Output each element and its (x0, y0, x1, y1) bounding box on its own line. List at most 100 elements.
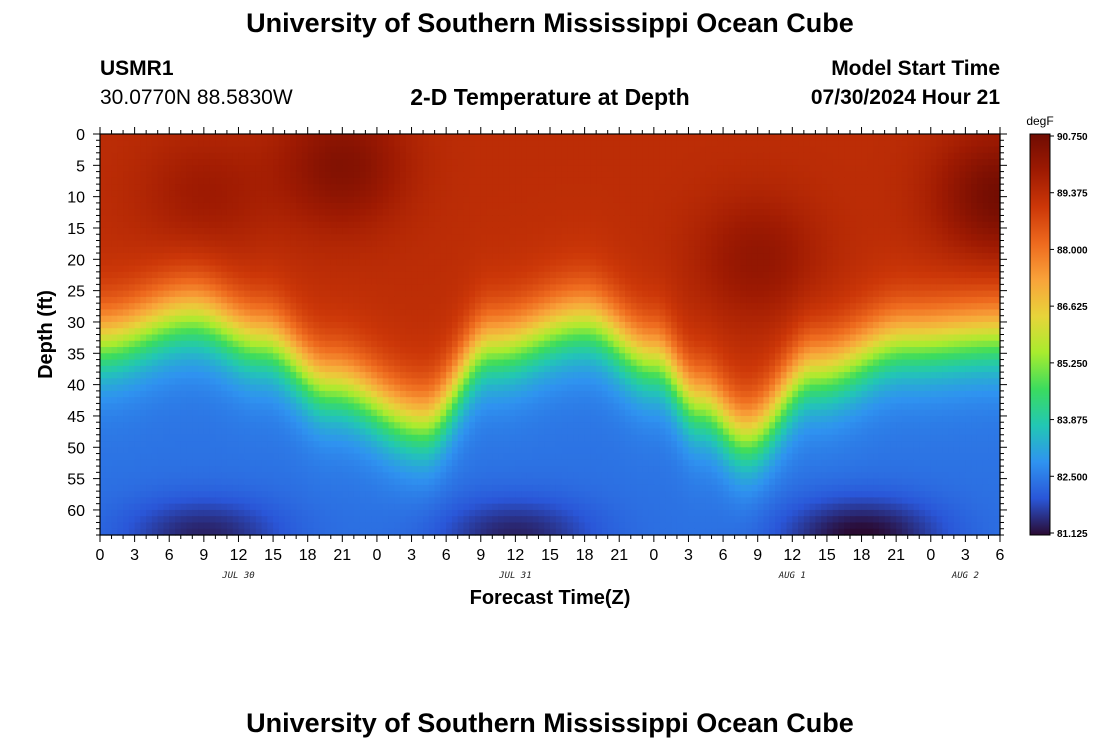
heat-cell (919, 234, 926, 242)
heat-cell (290, 290, 297, 298)
heat-cell (925, 278, 932, 285)
heat-cell (434, 215, 441, 223)
heat-cell (948, 240, 955, 248)
heat-cell (700, 165, 707, 173)
heat-cell (498, 234, 505, 242)
heat-cell (861, 284, 868, 292)
heat-cell (873, 196, 880, 204)
heat-cell (769, 171, 776, 179)
heat-cell (942, 140, 949, 148)
heat-cell (746, 309, 753, 317)
heat-cell (434, 265, 441, 273)
heat-cell (953, 309, 961, 317)
heat-cell (348, 321, 355, 329)
heat-cell (555, 234, 563, 242)
heat-cell (792, 165, 799, 173)
heat-cell (630, 190, 638, 198)
heat-cell (971, 284, 978, 292)
heat-cell (803, 303, 811, 311)
heat-cell (273, 165, 280, 173)
heat-cell (838, 271, 845, 279)
heat-cell (607, 259, 615, 267)
heat-cell (284, 240, 291, 248)
heat-cell (123, 209, 130, 217)
heat-cell (325, 240, 332, 248)
heat-cell (232, 290, 240, 298)
heat-cell (226, 284, 234, 292)
heat-cell (988, 234, 995, 242)
heat-cell (798, 184, 805, 191)
heat-cell (238, 171, 245, 179)
heat-cell (780, 321, 788, 329)
heat-cell (313, 190, 320, 198)
heat-cell (584, 240, 591, 248)
heat-cell (775, 321, 782, 329)
heat-cell (994, 259, 1001, 267)
heat-cell (659, 290, 666, 298)
heat-cell (757, 227, 765, 235)
heat-cell (884, 146, 891, 154)
heat-cell (198, 190, 205, 198)
heat-cell (607, 271, 615, 279)
heat-cell (821, 209, 828, 217)
heat-cell (521, 202, 528, 210)
heat-cell (186, 265, 193, 273)
heat-cell (867, 215, 874, 223)
heat-cell (475, 309, 482, 317)
heat-cell (694, 209, 701, 217)
heat-cell (215, 315, 222, 323)
heat-cell (965, 221, 972, 229)
heat-cell (325, 290, 332, 298)
heat-cell (503, 253, 511, 260)
heat-cell (134, 234, 141, 242)
heat-cell (313, 328, 320, 336)
heat-cell (665, 171, 672, 179)
heat-cell (763, 234, 770, 242)
heat-cell (475, 271, 482, 279)
heat-cell (890, 202, 897, 210)
heat-cell (423, 184, 430, 191)
heat-cell (336, 246, 343, 254)
heat-cell (221, 315, 228, 323)
heat-cell (359, 215, 366, 223)
heat-cell (809, 328, 816, 336)
heat-cell (296, 215, 303, 223)
heat-cell (573, 221, 580, 229)
heat-cell (209, 265, 216, 273)
heat-cell (198, 309, 205, 317)
heat-cell (728, 296, 736, 304)
heat-cell (786, 165, 793, 173)
heat-cell (532, 140, 540, 148)
heat-cell (982, 315, 990, 323)
heat-cell (232, 134, 240, 141)
heat-cell (273, 202, 280, 210)
heat-cell (440, 321, 447, 329)
heat-cell (498, 177, 505, 185)
heat-cell (475, 146, 482, 154)
heat-cell (873, 309, 880, 317)
heat-cell (636, 221, 643, 229)
heat-cell (255, 290, 263, 298)
heat-cell (867, 221, 874, 229)
heat-cell (803, 227, 811, 235)
heat-cell (388, 253, 395, 260)
heat-cell (301, 171, 309, 179)
heat-cell (394, 196, 401, 204)
heat-cell (676, 259, 684, 267)
heat-cell (659, 234, 666, 242)
heat-cell (307, 271, 315, 279)
heat-cell (763, 278, 770, 285)
heat-cell (463, 240, 470, 248)
heat-cell (769, 190, 776, 198)
heat-cell (186, 234, 193, 242)
heat-cell (515, 165, 522, 173)
heat-cell (659, 202, 666, 210)
heat-cell (526, 309, 534, 317)
heat-cell (994, 296, 1001, 304)
heat-cell (486, 315, 493, 323)
heat-cell (930, 284, 938, 292)
heat-cell (411, 309, 418, 317)
heat-cell (169, 221, 176, 229)
heat-cell (555, 215, 563, 223)
heat-cell (826, 196, 834, 204)
